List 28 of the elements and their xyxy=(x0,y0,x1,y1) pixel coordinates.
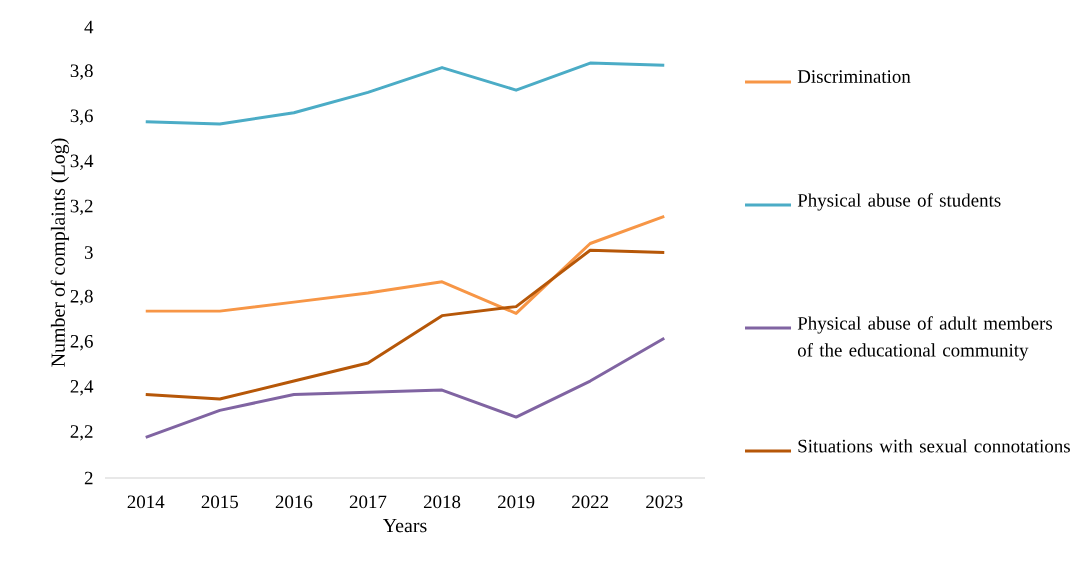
y-tick-label: 2,6 xyxy=(70,334,93,351)
legend-label: Physical abuse of adult members of the educational community xyxy=(797,316,1053,361)
x-tick-label: 2016 xyxy=(275,495,313,509)
x-axis-title: Years xyxy=(382,519,427,533)
y-tick-label: 4 xyxy=(84,20,94,34)
y-axis-title: Number of complaints (Log) xyxy=(50,138,69,367)
line-series xyxy=(144,248,666,401)
line-series xyxy=(144,61,666,126)
y-tick-label: 2,2 xyxy=(70,425,93,441)
legend-label: Situations with sexual connotations xyxy=(798,439,1070,453)
x-tick-label: 2014 xyxy=(127,495,165,509)
x-tick-label: 2018 xyxy=(423,495,461,509)
legend-label: Discrimination xyxy=(797,70,911,83)
x-tick-label: 2017 xyxy=(349,495,387,509)
y-tick-label: 2 xyxy=(84,471,93,485)
y-tick-label: 3 xyxy=(84,246,93,259)
x-tick-label: 2019 xyxy=(498,495,535,509)
y-tick-label: 3,6 xyxy=(70,109,93,125)
y-tick-label: 3,2 xyxy=(70,199,93,216)
line-series xyxy=(144,214,666,315)
y-tick-label: 2,4 xyxy=(70,380,94,396)
x-tick-label: 2015 xyxy=(201,495,238,509)
legend-label: Physical abuse of students xyxy=(797,193,1001,211)
y-tick-label: 2,8 xyxy=(70,289,93,306)
x-tick-label: 2023 xyxy=(646,495,683,509)
y-tick-label: 3,8 xyxy=(70,64,93,80)
y-tick-label: 3,4 xyxy=(70,154,94,171)
x-tick-label: 2022 xyxy=(572,495,609,509)
